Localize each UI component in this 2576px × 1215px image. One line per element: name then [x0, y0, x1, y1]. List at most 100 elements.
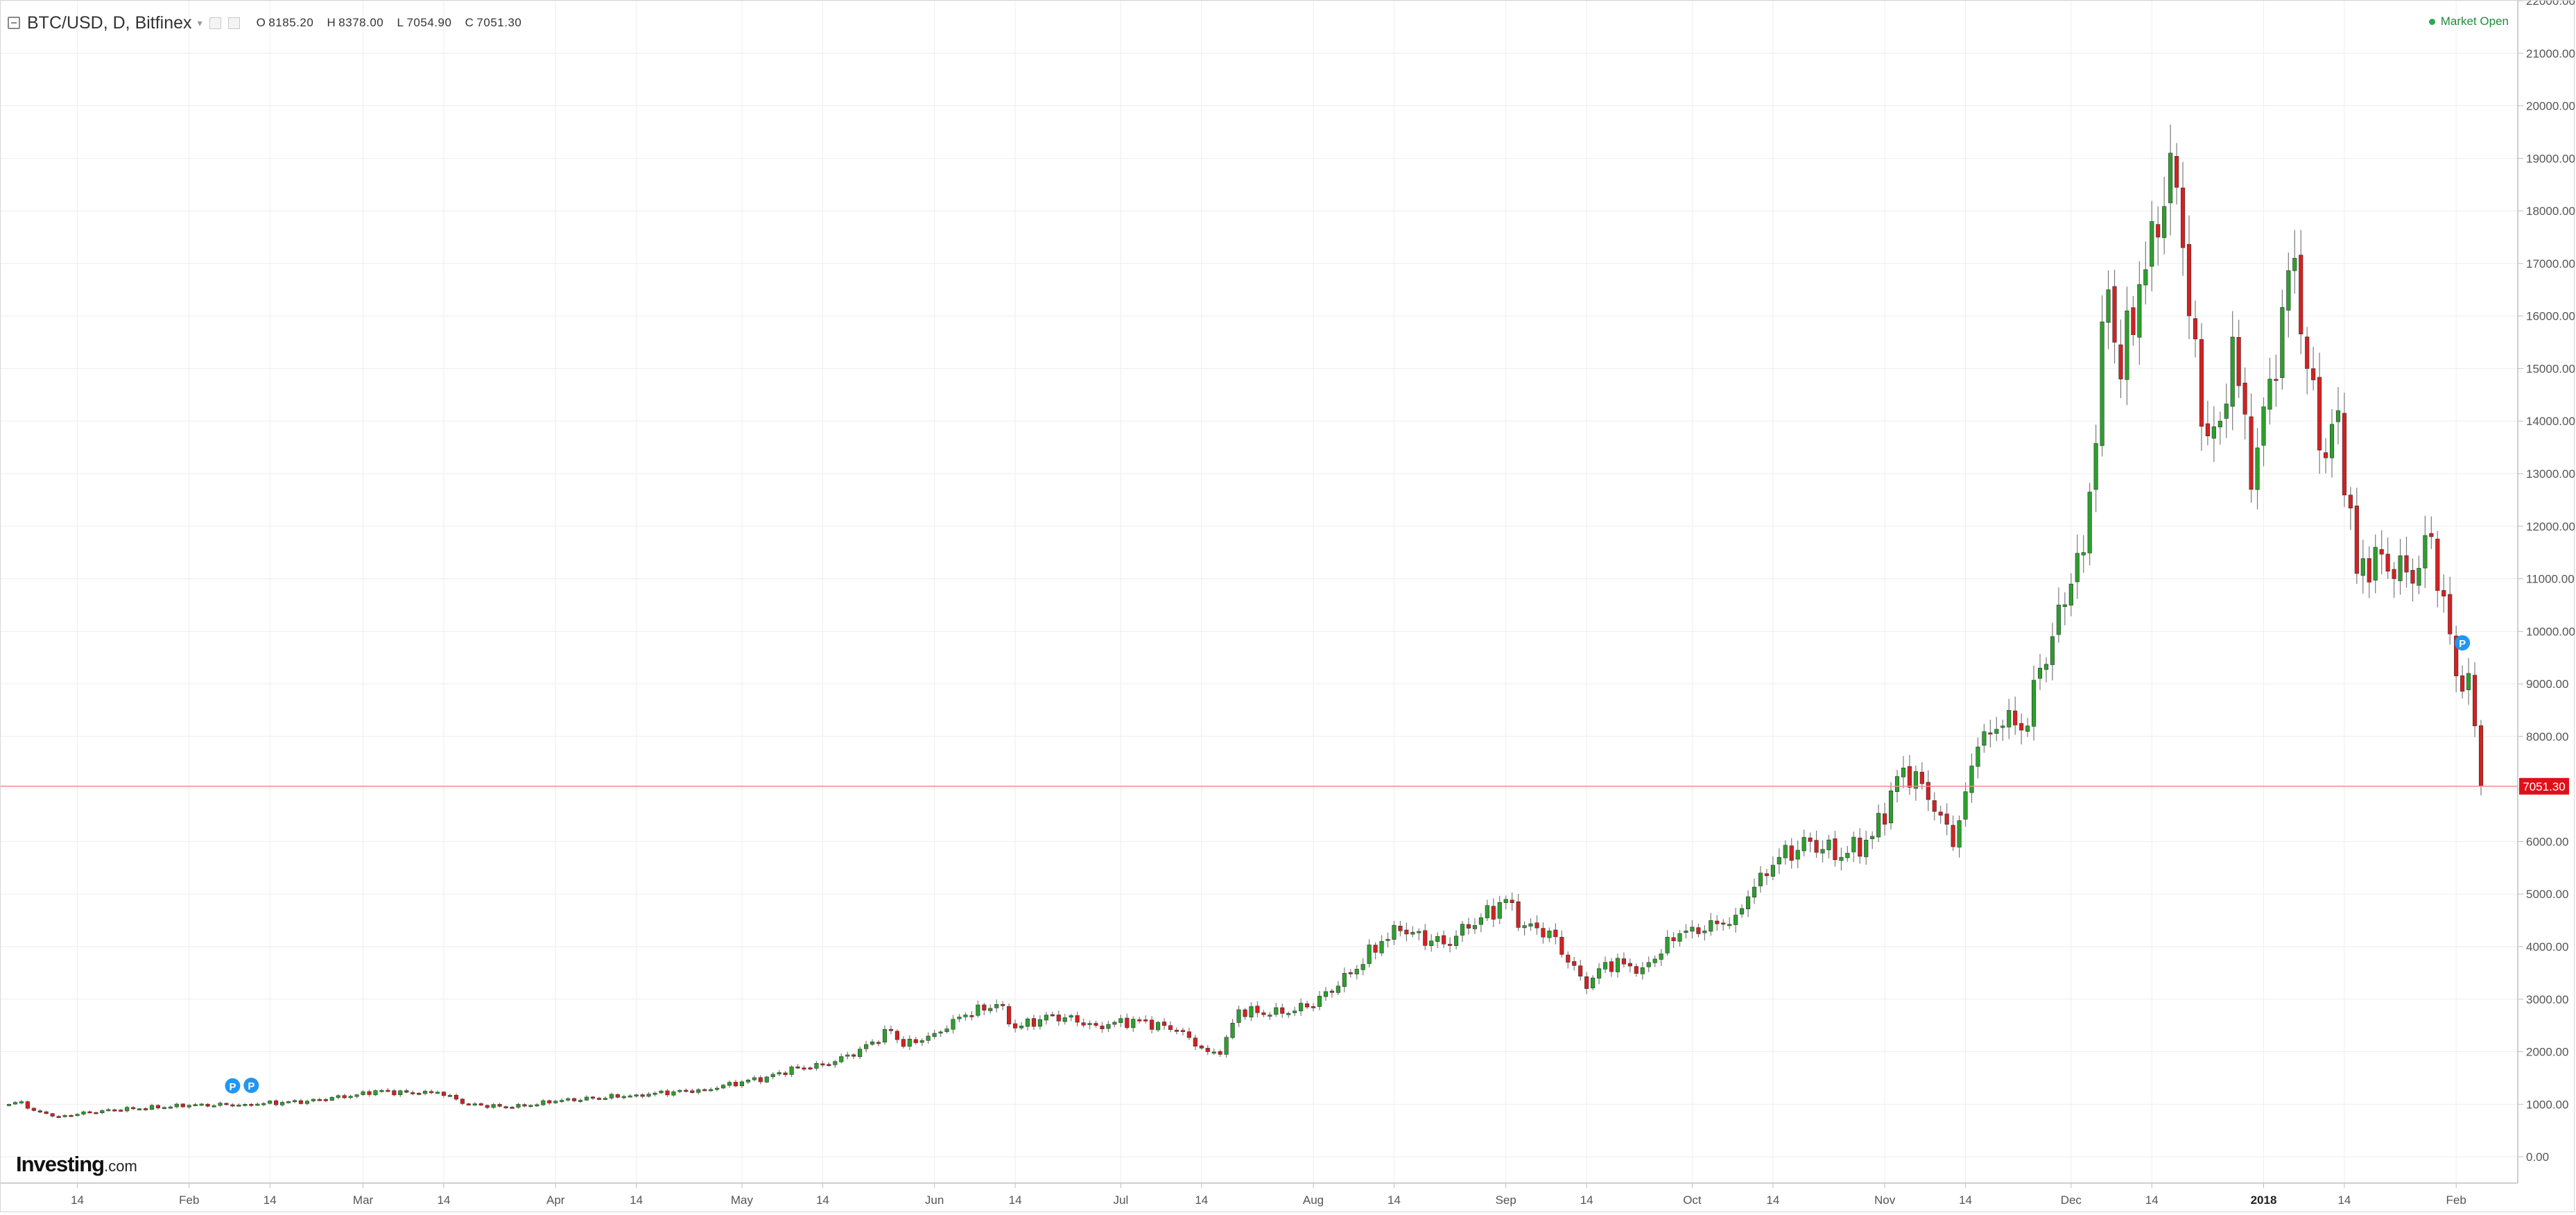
- candle-down[interactable]: [2317, 377, 2322, 451]
- candle-up[interactable]: [137, 1108, 142, 1111]
- candle-up[interactable]: [1994, 729, 1999, 734]
- candle-down[interactable]: [852, 1054, 856, 1057]
- candle-down[interactable]: [901, 1039, 906, 1047]
- candle-up[interactable]: [1770, 865, 1775, 877]
- candle-up[interactable]: [1665, 937, 1670, 954]
- candle-down[interactable]: [503, 1106, 508, 1108]
- candle-down[interactable]: [1093, 1023, 1098, 1026]
- candle-up[interactable]: [957, 1017, 962, 1019]
- candle-down[interactable]: [2131, 307, 2136, 336]
- candle-up[interactable]: [628, 1095, 632, 1098]
- candle-up[interactable]: [2255, 447, 2260, 490]
- candle-down[interactable]: [758, 1077, 763, 1083]
- candle-up[interactable]: [745, 1080, 750, 1083]
- candle-down[interactable]: [1013, 1023, 1018, 1028]
- candle-up[interactable]: [1286, 1013, 1291, 1015]
- candle-up[interactable]: [1795, 850, 1800, 860]
- candle-down[interactable]: [2385, 553, 2390, 572]
- candle-down[interactable]: [820, 1063, 825, 1066]
- candle-up[interactable]: [2050, 636, 2055, 665]
- candle-down[interactable]: [1373, 945, 1378, 953]
- candle-up[interactable]: [1758, 872, 1763, 886]
- candle-up[interactable]: [2398, 555, 2403, 581]
- candle-up[interactable]: [1354, 969, 1359, 974]
- candle-up[interactable]: [373, 1090, 378, 1096]
- candle-up[interactable]: [472, 1103, 477, 1105]
- candle-up[interactable]: [951, 1019, 956, 1030]
- candle-up[interactable]: [1913, 771, 1918, 789]
- candle-up[interactable]: [1293, 1010, 1297, 1013]
- candle-down[interactable]: [2199, 339, 2204, 427]
- candle-down[interactable]: [2019, 723, 2024, 731]
- event-marker-icon[interactable]: [243, 1078, 259, 1094]
- candle-down[interactable]: [1050, 1014, 1055, 1017]
- candle-up[interactable]: [311, 1098, 315, 1101]
- candle-down[interactable]: [1007, 1006, 1012, 1024]
- candle-down[interactable]: [1398, 925, 1403, 931]
- candle-up[interactable]: [2360, 558, 2365, 576]
- candle-down[interactable]: [2175, 156, 2179, 188]
- candle-up[interactable]: [1596, 968, 1602, 979]
- candle-up[interactable]: [2068, 583, 2073, 605]
- candle-up[interactable]: [2466, 673, 2471, 691]
- candle-up[interactable]: [535, 1104, 539, 1107]
- candle-up[interactable]: [752, 1077, 757, 1080]
- candle-up[interactable]: [560, 1100, 564, 1102]
- candle-down[interactable]: [969, 1015, 974, 1017]
- candle-up[interactable]: [1528, 923, 1533, 927]
- candle-down[interactable]: [1442, 935, 1446, 945]
- candle-down[interactable]: [522, 1104, 527, 1107]
- candle-up[interactable]: [2280, 307, 2285, 379]
- candle-down[interactable]: [367, 1091, 372, 1095]
- candle-up[interactable]: [566, 1098, 571, 1101]
- candle-up[interactable]: [1323, 991, 1329, 997]
- candle-down[interactable]: [453, 1094, 459, 1100]
- candle-up[interactable]: [106, 1109, 111, 1112]
- candle-down[interactable]: [2299, 255, 2303, 335]
- candle-up[interactable]: [174, 1103, 179, 1108]
- candle-down[interactable]: [2460, 675, 2465, 692]
- candle-down[interactable]: [876, 1042, 881, 1044]
- candle-up[interactable]: [696, 1089, 701, 1093]
- candle-down[interactable]: [1808, 837, 1813, 842]
- candle-down[interactable]: [1180, 1030, 1186, 1033]
- candle-up[interactable]: [2292, 258, 2297, 271]
- candle-down[interactable]: [1578, 965, 1583, 976]
- candle-down[interactable]: [1919, 771, 1924, 784]
- candle-down[interactable]: [1261, 1013, 1266, 1015]
- candle-down[interactable]: [180, 1103, 185, 1108]
- candle-down[interactable]: [1348, 972, 1353, 974]
- candle-up[interactable]: [1783, 845, 1788, 859]
- candle-up[interactable]: [1211, 1051, 1216, 1054]
- candle-down[interactable]: [2156, 224, 2161, 238]
- candle-down[interactable]: [1559, 937, 1564, 955]
- candle-up[interactable]: [2218, 420, 2222, 428]
- candle-up[interactable]: [62, 1115, 67, 1117]
- candle-down[interactable]: [37, 1110, 42, 1112]
- candle-up[interactable]: [578, 1100, 583, 1102]
- candle-up[interactable]: [2056, 605, 2061, 635]
- candle-down[interactable]: [25, 1101, 30, 1109]
- candle-up[interactable]: [1112, 1022, 1117, 1025]
- candle-up[interactable]: [255, 1103, 260, 1106]
- candle-down[interactable]: [1944, 813, 1949, 825]
- candle-down[interactable]: [2448, 594, 2453, 635]
- candle-down[interactable]: [783, 1072, 788, 1076]
- candle-up[interactable]: [1957, 820, 1962, 847]
- candle-up[interactable]: [261, 1103, 266, 1105]
- candle-up[interactable]: [709, 1089, 714, 1092]
- candle-up[interactable]: [2062, 604, 2067, 608]
- candle-up[interactable]: [286, 1101, 291, 1103]
- candle-down[interactable]: [1951, 825, 1955, 847]
- candle-up[interactable]: [2224, 404, 2229, 419]
- symbol-label[interactable]: BTC/USD, D, Bitfinex: [27, 12, 192, 33]
- candle-up[interactable]: [236, 1105, 241, 1107]
- candle-up[interactable]: [1901, 768, 1906, 777]
- candle-up[interactable]: [2100, 321, 2104, 446]
- candle-down[interactable]: [1516, 901, 1521, 928]
- candle-down[interactable]: [2404, 555, 2409, 573]
- candle-up[interactable]: [1379, 941, 1384, 954]
- candle-up[interactable]: [2106, 289, 2111, 323]
- candle-up[interactable]: [1478, 917, 1483, 925]
- candle-up[interactable]: [721, 1085, 726, 1089]
